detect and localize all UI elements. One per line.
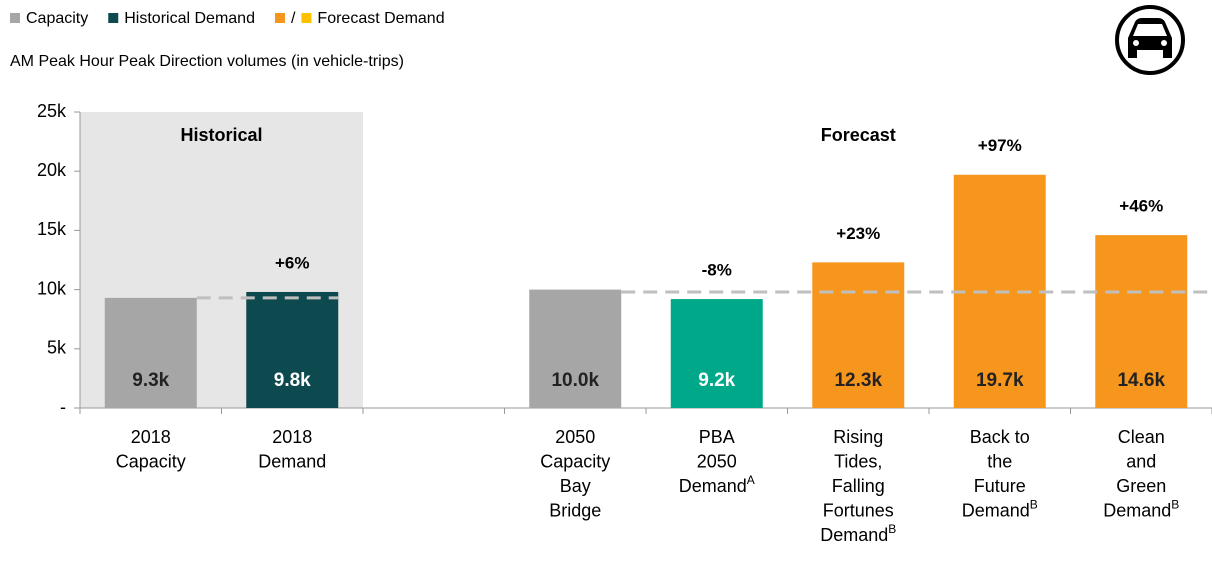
value-label: 10.0k	[551, 370, 599, 391]
bar	[529, 289, 622, 408]
x-tick-label: Tides,	[834, 451, 882, 471]
x-tick-label: DemandB	[820, 522, 896, 545]
region-label: Forecast	[821, 125, 896, 145]
x-tick-label-line: PBA	[699, 427, 735, 447]
change-label: +97%	[978, 136, 1022, 155]
x-tick-label: 2018	[272, 427, 312, 447]
bar	[670, 299, 763, 408]
x-tick-label: 2050	[555, 427, 595, 447]
region-label: Historical	[180, 125, 262, 145]
legend-label: Historical Demand	[124, 10, 255, 27]
change-label: +6%	[275, 253, 310, 272]
x-tick-label: Capacity	[540, 451, 610, 471]
legend-swatch	[274, 13, 285, 23]
x-tick-label-line: the	[987, 451, 1012, 471]
x-tick-label-line: Falling	[832, 476, 885, 496]
x-tick-label-line: 2018	[131, 427, 171, 447]
x-tick-label-line: 2050	[697, 451, 737, 471]
x-tick-label-line: Tides,	[834, 451, 882, 471]
x-tick-label: Rising	[833, 427, 883, 447]
x-tick-label-line: Demand	[820, 525, 888, 545]
x-tick-label-line: 2050	[555, 427, 595, 447]
x-tick-label-line: Bay	[560, 476, 591, 496]
x-tick-label: the	[987, 451, 1012, 471]
value-label: 9.3k	[132, 370, 169, 391]
x-tick-label: Fortunes	[823, 500, 894, 520]
y-tick-label: 5k	[47, 338, 67, 358]
category-note: B	[1171, 498, 1179, 512]
y-tick-label: 20k	[37, 160, 67, 180]
x-tick-label-line: Demand	[679, 476, 747, 496]
x-tick-label: Capacity	[116, 451, 186, 471]
bar	[246, 291, 339, 408]
x-tick-label: DemandB	[962, 498, 1038, 521]
x-tick-label-line: Bridge	[549, 500, 601, 520]
x-tick-label-line: Demand	[1103, 500, 1171, 520]
y-tick-label: 25k	[37, 101, 67, 121]
x-tick-label-line: and	[1126, 451, 1156, 471]
legend-label: Forecast Demand	[317, 10, 444, 27]
x-tick-label-line: Green	[1116, 476, 1166, 496]
x-tick-label-line: Demand	[962, 500, 1030, 520]
y-tick-label: -	[60, 397, 66, 417]
value-label: 9.8k	[274, 370, 311, 391]
x-tick-label-line: Demand	[258, 451, 326, 471]
x-tick-label: DemandA	[679, 473, 755, 496]
x-tick-label: PBA	[699, 427, 735, 447]
x-tick-label: Green	[1116, 476, 1166, 496]
y-tick-label: 15k	[37, 219, 67, 239]
x-tick-label: 2050	[697, 451, 737, 471]
x-tick-label: Clean	[1118, 427, 1165, 447]
legend-swatch	[108, 13, 119, 23]
x-tick-label: Back to	[970, 427, 1030, 447]
x-tick-label: Bridge	[549, 500, 601, 520]
x-tick-label-line: 2018	[272, 427, 312, 447]
x-tick-label-line: Future	[974, 476, 1026, 496]
x-tick-label-line: Rising	[833, 427, 883, 447]
bar	[104, 297, 197, 408]
change-label: +46%	[1119, 197, 1163, 216]
value-label: 9.2k	[698, 370, 735, 391]
bar	[812, 262, 905, 408]
x-tick-label-line: Clean	[1118, 427, 1165, 447]
x-tick-label: Demand	[258, 451, 326, 471]
change-label: +23%	[836, 224, 880, 243]
x-tick-label-line: Capacity	[116, 451, 186, 471]
legend-swatch	[301, 13, 312, 23]
x-tick-label: DemandB	[1103, 498, 1179, 521]
category-note: A	[747, 473, 755, 487]
legend-swatch	[10, 13, 20, 23]
value-label: 12.3k	[834, 370, 882, 391]
x-tick-label: 2018	[131, 427, 171, 447]
bar	[1095, 235, 1188, 408]
x-tick-label-line: Capacity	[540, 451, 610, 471]
change-label: -8%	[702, 261, 732, 280]
x-tick-label-line: Back to	[970, 427, 1030, 447]
x-tick-label-line: Fortunes	[823, 500, 894, 520]
x-tick-label: Future	[974, 476, 1026, 496]
y-tick-label: 10k	[37, 278, 67, 298]
car-icon	[1115, 5, 1185, 75]
category-note: B	[888, 522, 896, 536]
x-tick-label: and	[1126, 451, 1156, 471]
x-tick-label: Bay	[560, 476, 591, 496]
value-label: 14.6k	[1117, 370, 1165, 391]
value-label: 19.7k	[976, 370, 1024, 391]
legend-separator: /	[291, 10, 296, 27]
category-note: B	[1030, 498, 1038, 512]
x-tick-label: Falling	[832, 476, 885, 496]
subtitle: AM Peak Hour Peak Direction volumes (in …	[10, 53, 404, 70]
legend-label: Capacity	[26, 10, 88, 27]
